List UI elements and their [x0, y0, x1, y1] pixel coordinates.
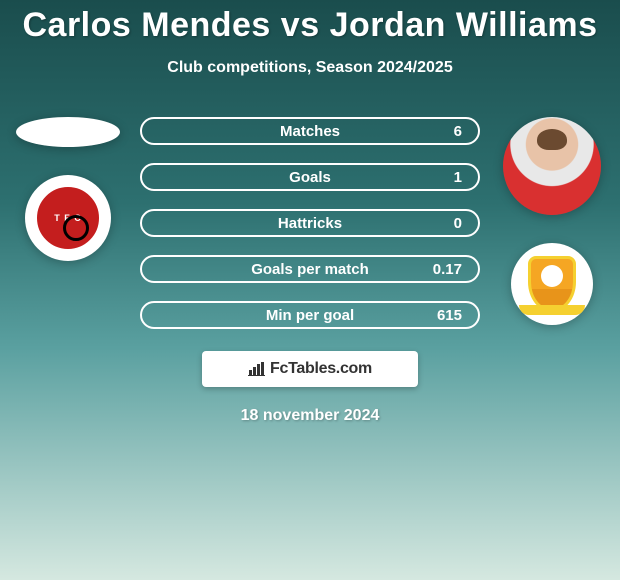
stat-right-value: 615: [437, 307, 462, 324]
stat-right-value: 0.17: [433, 261, 462, 278]
stat-label: Matches: [280, 123, 340, 140]
comparison-content: Matches 6 Goals 1 Hattricks 0 Goals per …: [0, 117, 620, 425]
left-player-column: [8, 117, 128, 261]
date-label: 18 november 2024: [0, 407, 620, 425]
player2-name: Jordan Williams: [330, 6, 598, 44]
stats-table: Matches 6 Goals 1 Hattricks 0 Goals per …: [140, 117, 480, 329]
stat-right-value: 0: [454, 215, 462, 232]
player1-photo: [16, 117, 120, 147]
stat-label: Goals per match: [251, 261, 369, 278]
player2-photo: [503, 117, 601, 215]
page-title: Carlos Mendes vs Jordan Williams: [0, 0, 620, 45]
stat-label: Hattricks: [278, 215, 342, 232]
stat-row: Matches 6: [140, 117, 480, 145]
vs-separator: vs: [281, 6, 320, 44]
player1-club-badge: [25, 175, 111, 261]
stat-right-value: 6: [454, 123, 462, 140]
stat-row: Hattricks 0: [140, 209, 480, 237]
subtitle: Club competitions, Season 2024/2025: [0, 59, 620, 77]
right-player-column: [492, 117, 612, 325]
stat-row: Goals per match 0.17: [140, 255, 480, 283]
stat-label: Goals: [289, 169, 331, 186]
brand-text: FcTables.com: [270, 360, 372, 378]
brand-badge: FcTables.com: [202, 351, 418, 387]
stat-row: Min per goal 615: [140, 301, 480, 329]
stat-row: Goals 1: [140, 163, 480, 191]
stat-label: Min per goal: [266, 307, 354, 324]
player2-club-badge: [511, 243, 593, 325]
bar-chart-icon: [248, 362, 266, 376]
stat-right-value: 1: [454, 169, 462, 186]
player1-name: Carlos Mendes: [22, 6, 270, 44]
